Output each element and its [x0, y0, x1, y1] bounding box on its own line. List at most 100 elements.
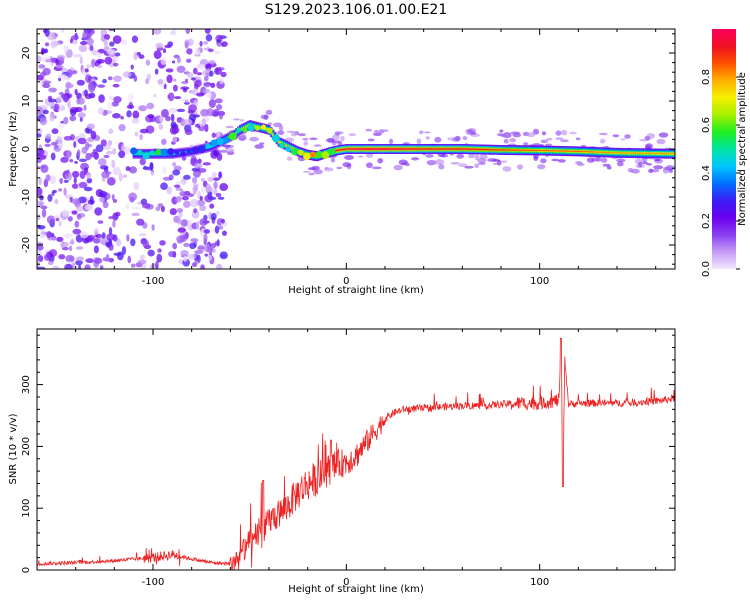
spectrogram-ridge-cell — [501, 149, 505, 151]
spectrogram-noise-blob — [97, 220, 104, 224]
spectrogram-noise-blob — [133, 182, 140, 191]
spectrogram-noise-blob — [161, 111, 167, 118]
spectrogram-ridge-cell — [525, 149, 528, 151]
spectrogram-haze-blob — [540, 158, 547, 164]
spectrogram-noise-blob — [196, 92, 205, 97]
spectrogram-ridge-cell — [413, 148, 416, 150]
spectrogram-haze-blob — [254, 144, 265, 149]
spectrogram-noise-blob — [156, 253, 163, 263]
spectrogram-noise-blob — [38, 176, 42, 186]
spectrogram-noise-blob — [69, 115, 77, 122]
spectrogram-noise-blob — [171, 126, 180, 134]
spectrogram-noise-blob — [152, 93, 157, 98]
spectrogram-noise-blob — [72, 40, 78, 45]
spectrogram-noise-blob — [62, 94, 69, 103]
spectrogram-haze-blob — [324, 167, 334, 172]
spectrogram-ridge-blob — [142, 152, 150, 160]
spectrogram-noise-blob — [115, 238, 122, 247]
spectrogram-noise-blob — [193, 208, 198, 214]
spectrogram-noise-blob — [112, 62, 119, 67]
spectrogram-ridge-cell — [240, 128, 244, 130]
spectrogram-ridge-cell — [190, 150, 194, 153]
spectrogram-ridge-cell — [376, 148, 379, 150]
spectrogram-haze-blob — [533, 155, 539, 161]
spectrogram-ridge — [130, 120, 675, 162]
spectrogram-noise-blob — [209, 203, 215, 209]
spectrogram-haze-blob — [308, 167, 314, 170]
spectrogram-ridge-cell — [532, 149, 536, 152]
spectrogram-noise-blob — [193, 99, 199, 107]
spectrogram-noise-blob — [55, 64, 64, 69]
spectrogram-noise-blob — [132, 110, 140, 119]
spectrogram-ridge-cell — [235, 132, 238, 134]
spectrogram-haze-blob — [639, 138, 649, 142]
spectrogram-ridge-cell — [500, 149, 503, 151]
spectrogram-ridge-cell — [511, 149, 515, 151]
spectrogram-noise-blob — [90, 58, 96, 68]
spectrogram-noise-blob — [172, 242, 178, 250]
spectrogram-noise-blob — [196, 199, 206, 207]
spectrogram-noise-blob — [208, 99, 216, 108]
spectrogram-noise-blob — [170, 113, 175, 122]
spectrogram-noise-blob — [97, 107, 104, 115]
spectrogram-noise-blob — [85, 152, 92, 161]
spectrogram-haze-blob — [555, 137, 564, 140]
spectrogram-haze-blob — [342, 162, 351, 168]
spectrogram-noise-blob — [218, 226, 224, 230]
spectrogram-ridge-cell — [635, 152, 638, 154]
spectrogram-noise-blob — [58, 56, 65, 66]
spectrogram-noise-blob — [147, 113, 155, 119]
spectrogram-noise-blob — [67, 216, 73, 222]
spectrogram-noise-blob — [77, 97, 85, 105]
spectrogram-noise-blob — [210, 229, 217, 233]
spectrogram-noise-blob — [54, 103, 60, 111]
spectrogram-haze-blob — [265, 109, 273, 116]
spectrogram-ridge-cell — [416, 148, 420, 150]
spectrogram-noise-blob — [204, 123, 209, 133]
spectrogram-noise-blob — [106, 177, 116, 186]
spectrogram-noise-blob — [78, 181, 88, 189]
spectrogram-noise-blob — [189, 242, 197, 250]
spectrogram-noise-blob — [111, 101, 119, 107]
spectrogram-noise-blob — [169, 107, 177, 114]
spectrogram-ridge-cell — [484, 148, 488, 151]
spectrogram-noise-blob — [75, 246, 84, 250]
spectrogram-haze-blob — [298, 133, 306, 137]
snr-axes: -100 0 100 0 100 200 300 — [21, 329, 675, 588]
spectrogram-ridge-cell — [552, 150, 555, 152]
spectrogram-noise-blob — [216, 131, 221, 138]
spectrogram-ridge-cell — [482, 148, 486, 151]
spectrogram-noise-blob — [197, 190, 201, 200]
spectrogram-noise-blob — [200, 186, 205, 194]
spectrogram-noise-blob — [107, 102, 113, 109]
spectrogram-noise-blob — [75, 259, 83, 266]
spectrogram-ridge-cell — [643, 152, 646, 154]
spectrogram-haze-blob — [434, 136, 442, 143]
spectrogram-noise-blob — [125, 203, 130, 210]
spectrogram-ridge-cell — [486, 148, 490, 151]
spectrogram-noise-blob — [67, 172, 72, 181]
spectrogram-noise-blob — [118, 150, 126, 159]
spectrogram-noise-blob — [166, 186, 173, 195]
spectrogram-noise-blob — [186, 72, 194, 78]
spectrogram-noise-blob — [158, 123, 164, 130]
spectrogram-noise-blob — [93, 227, 99, 235]
spectrogram-haze-blob — [516, 164, 523, 170]
spectrogram-noise-blob — [221, 218, 226, 224]
spectrogram-haze-blob — [546, 137, 553, 141]
spectrogram-noise-blob — [65, 254, 75, 263]
spectrogram-noise-blob — [113, 75, 122, 82]
spectrogram-noise-blob — [173, 184, 181, 188]
spectrogram-noise-blob — [75, 256, 85, 262]
spectrogram-noise-blob — [185, 78, 189, 83]
spectrogram-noise-blob — [56, 96, 63, 104]
spectrogram-noise-blob — [172, 169, 181, 176]
spectrogram-ridge-cell — [558, 150, 561, 152]
spectrogram-noise-blob — [112, 220, 116, 228]
spectrogram-noise-blob — [180, 188, 184, 195]
spectrogram-noise-blob — [108, 243, 114, 251]
spectrogram-ridge-cell — [382, 148, 385, 150]
spectrogram-noise-blob — [77, 112, 86, 119]
spectrogram-ridge-cell — [656, 152, 660, 155]
spectrogram-ridge-cell — [529, 149, 532, 151]
